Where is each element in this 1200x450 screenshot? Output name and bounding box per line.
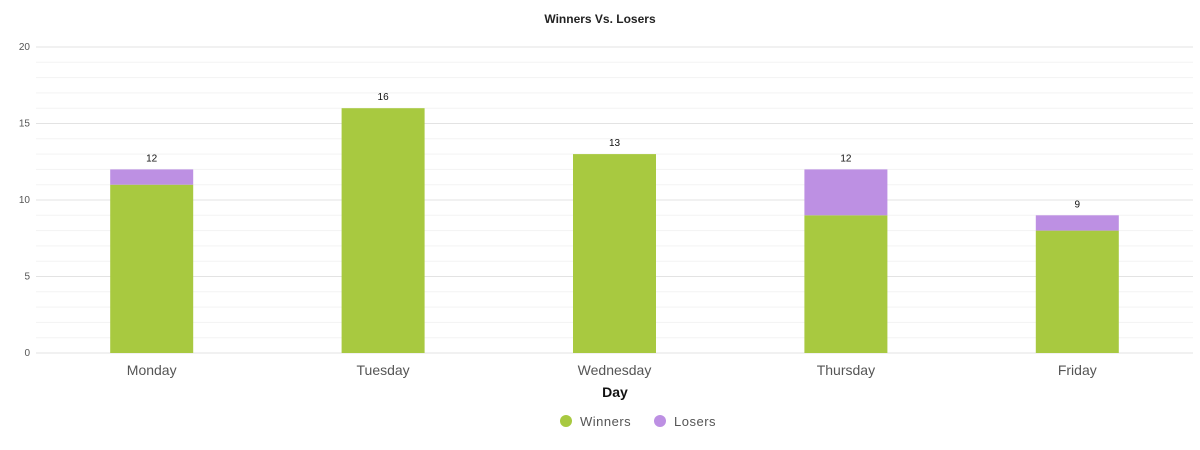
bar-total-label: 12 [840,153,852,164]
bar-winners-friday[interactable] [1035,230,1119,353]
legend-item-winners[interactable]: Winners [560,414,631,429]
x-tick-label: Wednesday [578,362,652,378]
legend-label: Losers [674,414,716,429]
bar-winners-monday[interactable] [110,184,194,353]
legend-marker [560,415,572,427]
chart-title: Winners Vs. Losers [544,12,656,26]
y-tick-label: 10 [19,195,31,206]
x-tick-label: Thursday [817,362,875,378]
bar-winners-thursday[interactable] [804,215,888,353]
bar-total-label: 9 [1075,199,1081,210]
legend-label: Winners [580,414,631,429]
legend-marker [654,415,666,427]
legend: Winners Losers [560,414,716,429]
bar-total-label: 16 [378,92,390,103]
y-axis: 0 5 10 15 20 [19,42,31,359]
x-axis: Monday Tuesday Wednesday Thursday Friday [127,362,1097,378]
bar-total-label: 12 [146,153,158,164]
bar-losers-thursday[interactable] [804,169,888,216]
y-tick-label: 15 [19,119,31,130]
x-tick-label: Friday [1058,362,1097,378]
x-tick-label: Monday [127,362,177,378]
x-axis-title: Day [602,384,628,400]
legend-item-losers[interactable]: Losers [654,414,716,429]
y-tick-label: 5 [24,272,30,283]
bar-total-label: 13 [609,138,621,149]
bars [110,108,1119,353]
y-tick-label: 20 [19,42,31,53]
x-tick-label: Tuesday [357,362,410,378]
bar-losers-monday[interactable] [110,169,194,185]
bar-losers-friday[interactable] [1035,215,1119,231]
data-labels: 12 16 13 12 9 [146,92,1080,210]
y-tick-label: 0 [24,348,30,359]
bar-winners-wednesday[interactable] [573,154,656,353]
bar-winners-tuesday[interactable] [341,108,425,353]
